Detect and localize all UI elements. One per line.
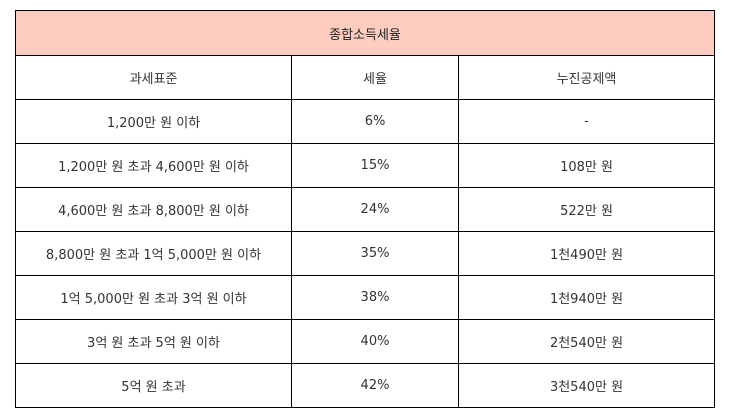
tax-rate-cell: 6% [291,99,459,144]
table-title: 종합소득세율 [14,10,716,56]
tax-base-cell: 1억 5,000만 원 초과 3억 원 이하 [15,275,292,320]
tax-rate-cell: 40% [291,319,459,364]
table-row: 8,800만 원 초과 1억 5,000만 원 이하 35% 1천490만 원 [15,231,716,276]
table-row: 3억 원 초과 5억 원 이하 40% 2천540만 원 [15,319,716,364]
tax-base-cell: 4,600만 원 초과 8,800만 원 이하 [15,187,292,232]
deduction-cell: 2천540만 원 [457,319,716,364]
tax-rate-cell: 35% [291,231,459,276]
column-header-tax-rate: 세율 [291,55,459,100]
tax-rate-cell: 15% [291,143,459,188]
tax-rate-table-container: 종합소득세율 과세표준 세율 누진공제액 1,200만 원 이하 6% - 1,… [14,10,716,408]
income-tax-rate-table: 종합소득세율 과세표준 세율 누진공제액 1,200만 원 이하 6% - 1,… [14,10,716,408]
tax-base-cell: 1,200만 원 이하 [15,99,292,144]
column-header-tax-base: 과세표준 [15,55,292,100]
deduction-cell: 3천540만 원 [457,363,716,408]
tax-rate-cell: 38% [291,275,459,320]
table-row: 1,200만 원 초과 4,600만 원 이하 15% 108만 원 [15,143,716,188]
deduction-cell: 522만 원 [457,187,716,232]
deduction-cell: 108만 원 [457,143,716,188]
tax-rate-cell: 42% [291,363,459,408]
table-header-row: 과세표준 세율 누진공제액 [15,55,716,100]
table-row: 1억 5,000만 원 초과 3억 원 이하 38% 1천940만 원 [15,275,716,320]
deduction-cell: - [457,99,716,144]
table-title-row: 종합소득세율 [14,10,716,56]
tax-base-cell: 5억 원 초과 [15,363,292,408]
tax-base-cell: 8,800만 원 초과 1억 5,000만 원 이하 [15,231,292,276]
deduction-cell: 1천940만 원 [457,275,716,320]
tax-base-cell: 1,200만 원 초과 4,600만 원 이하 [15,143,292,188]
deduction-cell: 1천490만 원 [457,231,716,276]
table-row: 4,600만 원 초과 8,800만 원 이하 24% 522만 원 [15,187,716,232]
table-row: 5억 원 초과 42% 3천540만 원 [15,363,716,408]
tax-rate-cell: 24% [291,187,459,232]
tax-base-cell: 3억 원 초과 5억 원 이하 [15,319,292,364]
column-header-progressive-deduction: 누진공제액 [457,55,716,100]
table-row: 1,200만 원 이하 6% - [15,99,716,144]
